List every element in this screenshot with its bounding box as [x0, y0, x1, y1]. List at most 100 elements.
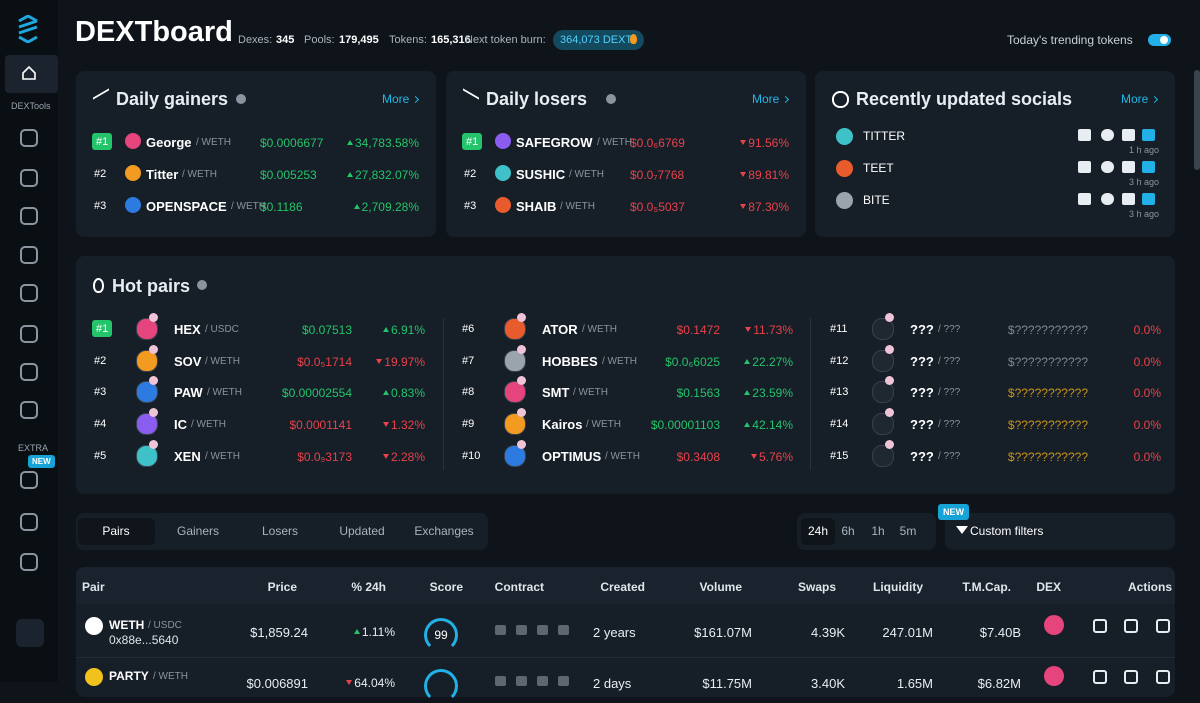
logo[interactable]	[15, 15, 41, 43]
column-header[interactable]: Swaps	[797, 580, 836, 594]
chain-badge	[517, 313, 526, 322]
nav-icon[interactable]	[20, 207, 38, 225]
token-name[interactable]: HOBBES	[542, 353, 598, 369]
token-name[interactable]: George	[146, 135, 192, 150]
token-price: $0.0₆6025	[665, 354, 720, 369]
timeframe[interactable]: 5m	[899, 524, 917, 538]
rank-badge	[462, 133, 482, 150]
column-header[interactable]: % 24h	[351, 580, 386, 594]
more-link[interactable]: More	[382, 92, 410, 106]
token-name[interactable]: SUSHIC	[516, 167, 566, 182]
token-name[interactable]: XEN	[174, 448, 201, 464]
nav-icon[interactable]	[20, 129, 38, 147]
token-name[interactable]: Titter	[146, 167, 179, 182]
nav-icon[interactable]	[20, 325, 38, 343]
token-name[interactable]: PAW	[174, 385, 203, 401]
column-header[interactable]: Liquidity	[873, 580, 923, 594]
token-name[interactable]: ATOR	[542, 322, 578, 337]
timeframe[interactable]: 1h	[871, 524, 885, 538]
info-icon	[606, 94, 616, 104]
column-header[interactable]: DEX	[1036, 580, 1061, 594]
token-name[interactable]: ???	[910, 385, 934, 401]
social-icon[interactable]	[1078, 161, 1091, 173]
token-name[interactable]: ???	[910, 322, 934, 337]
social-icon[interactable]	[1101, 161, 1114, 173]
more-link[interactable]: More	[752, 92, 780, 106]
section-title: Hot pairs	[112, 276, 191, 296]
tab[interactable]: Gainers	[176, 524, 220, 538]
nav-icon[interactable]	[20, 513, 38, 531]
social-time: 3 h ago	[1128, 177, 1159, 187]
timeframe[interactable]: 24h	[807, 524, 829, 538]
token-change: 0.0%	[1133, 354, 1161, 369]
rank: #1	[96, 323, 109, 335]
social-icon[interactable]	[1078, 129, 1091, 141]
token-price: $???????????	[1007, 354, 1088, 369]
social-icon[interactable]	[1078, 193, 1091, 205]
social-icon[interactable]	[1122, 129, 1135, 141]
token-name[interactable]: SHAIB	[516, 199, 557, 214]
trend-arrow	[751, 453, 757, 459]
column-header[interactable]: Score	[429, 580, 463, 594]
action-icon[interactable]	[1124, 619, 1138, 633]
tab[interactable]: Exchanges	[414, 524, 474, 538]
pair-name[interactable]: PARTY	[109, 669, 149, 683]
tab[interactable]: Pairs	[102, 524, 130, 538]
pair-address[interactable]: 0x88e...5640	[109, 633, 179, 647]
column-header[interactable]: Volume	[699, 580, 742, 594]
timeframe[interactable]: 6h	[841, 524, 855, 538]
social-name[interactable]: TITTER	[863, 129, 905, 143]
action-icon[interactable]	[1156, 619, 1170, 633]
column-header[interactable]: T.M.Cap.	[962, 580, 1011, 594]
token-avatar	[504, 381, 526, 404]
social-name[interactable]: BITE	[863, 193, 890, 207]
token-name[interactable]: SAFEGROW	[516, 135, 593, 150]
tab[interactable]: Updated	[339, 524, 385, 538]
column-header[interactable]: Created	[600, 580, 645, 594]
social-icon[interactable]	[1122, 161, 1135, 173]
tab[interactable]: Losers	[261, 524, 299, 538]
nav-icon[interactable]	[20, 471, 38, 489]
pair-name[interactable]: WETH	[109, 618, 145, 632]
token-quote: / WETH	[207, 387, 242, 399]
more-link[interactable]: More	[1121, 92, 1149, 106]
column-header[interactable]: Actions	[1127, 580, 1172, 594]
action-icon[interactable]	[1093, 619, 1107, 633]
nav-icon[interactable]	[20, 284, 38, 302]
token-name[interactable]: IC	[174, 417, 187, 433]
nav-icon[interactable]	[20, 169, 38, 187]
token-name[interactable]: Kairos	[542, 417, 583, 433]
token-name[interactable]: HEX	[174, 322, 201, 337]
stat-value: 179,495	[339, 34, 379, 46]
social-icon[interactable]	[1142, 193, 1155, 205]
feedback-button[interactable]	[16, 619, 44, 647]
token-name[interactable]: OPENSPACE	[146, 199, 227, 214]
token-name[interactable]: SOV	[174, 353, 202, 369]
token-name[interactable]: ???	[910, 417, 934, 433]
token-name[interactable]: SMT	[542, 385, 570, 401]
rank-badge	[92, 320, 112, 337]
token-name[interactable]: ???	[910, 353, 934, 369]
social-icon[interactable]	[1142, 129, 1155, 141]
token-name[interactable]: OPTIMUS	[542, 448, 602, 464]
toggle-knob	[1160, 36, 1168, 44]
social-icon[interactable]	[1122, 193, 1135, 205]
column-header[interactable]: Price	[267, 580, 297, 594]
section-title: Daily gainers	[116, 89, 229, 109]
trend-arrow	[354, 204, 360, 209]
social-name[interactable]: TEET	[863, 161, 894, 175]
social-icon[interactable]	[1101, 193, 1114, 205]
filter-label[interactable]: Custom filters	[970, 524, 1044, 538]
column-header[interactable]: Contract	[494, 580, 544, 594]
social-icon[interactable]	[1142, 161, 1155, 173]
nav-icon[interactable]	[20, 246, 38, 264]
nav-icon[interactable]	[20, 401, 38, 419]
column-header[interactable]: Pair	[82, 580, 105, 594]
nav-icon[interactable]	[20, 553, 38, 571]
divider	[443, 318, 444, 470]
social-icon[interactable]	[1101, 129, 1114, 141]
page-title: DEXTboard	[75, 16, 233, 48]
token-name[interactable]: ???	[910, 448, 934, 464]
nav-home[interactable]	[5, 55, 58, 93]
nav-icon[interactable]	[20, 363, 38, 381]
